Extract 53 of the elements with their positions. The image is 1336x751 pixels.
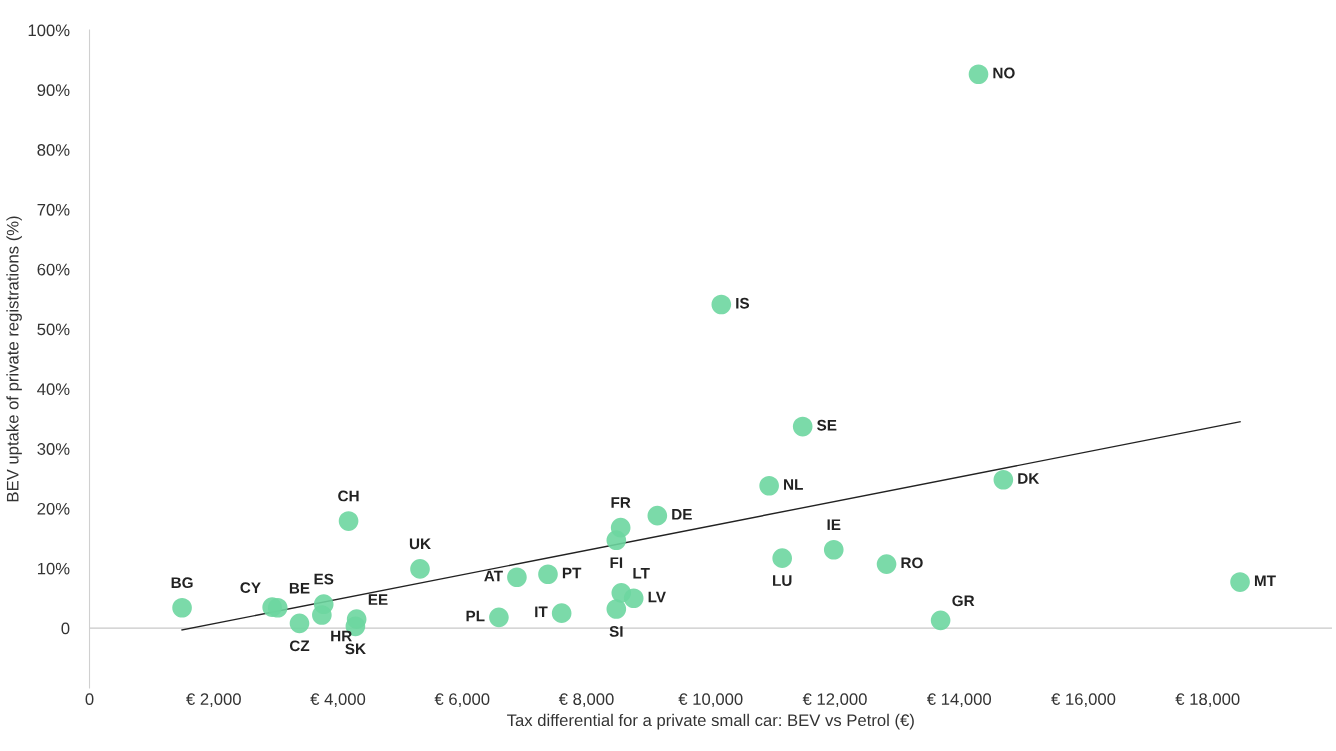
annotation: CY	[240, 582, 261, 594]
annotation: FR	[611, 497, 631, 508]
annotation: FI	[610, 557, 623, 568]
annotation: RO	[901, 557, 923, 569]
annotation: LT	[633, 568, 650, 579]
annotation: IE	[827, 519, 841, 530]
x-tick-label: € 16,000	[1051, 693, 1116, 707]
annotation: NL	[784, 479, 803, 490]
annotation: AT	[484, 570, 503, 582]
y-tick-label: 30%	[37, 443, 70, 455]
y-tick-label: 60%	[37, 263, 70, 276]
annotation: SI	[609, 626, 623, 637]
annotation: HR	[331, 630, 352, 642]
annotation: PL	[466, 610, 485, 622]
y-tick-label: 80%	[37, 144, 70, 156]
annotation: SE	[817, 419, 837, 431]
x-tick-label: € 8,000	[558, 693, 614, 707]
annotation: DK	[1018, 473, 1040, 484]
y-axis-title: BEV uptake of private registrations (%)	[6, 216, 22, 502]
annotation: IT	[535, 606, 548, 618]
y-tick-label: 10%	[37, 562, 70, 575]
x-axis-title: Tax differential for a private small car: BEV vs Petrol (€)	[507, 713, 914, 730]
x-tick-label: € 2,000	[186, 693, 241, 707]
y-tick-label: 50%	[37, 323, 70, 336]
annotation: UK	[409, 538, 431, 550]
x-tick-label: € 10,000	[678, 693, 743, 707]
annotation: NO	[993, 67, 1015, 79]
annotation: CH	[338, 490, 359, 502]
annotation: LU	[773, 575, 792, 587]
x-tick-label: € 6,000	[434, 693, 490, 707]
annotation: EE	[368, 594, 388, 605]
y-tick-label: 40%	[37, 383, 70, 396]
x-tick-label: 0	[85, 693, 94, 706]
y-tick-label: 0	[61, 622, 70, 635]
annotation: BE	[289, 582, 310, 594]
annotation: PT	[562, 567, 582, 579]
x-tick-label: € 12,000	[802, 693, 867, 707]
y-tick-label: 100%	[28, 24, 70, 37]
annotation: SK	[345, 643, 366, 655]
annotation: MT	[1254, 575, 1276, 587]
y-tick-label: 20%	[37, 502, 70, 515]
annotation: IS	[736, 297, 750, 309]
y-tick-label: 70%	[37, 203, 70, 216]
annotation: CZ	[289, 640, 310, 652]
x-tick-label: € 4,000	[310, 693, 366, 707]
y-tick-label: 90%	[37, 84, 70, 97]
annotation: GR	[952, 595, 975, 607]
annotation: LV	[648, 591, 666, 603]
x-tick-label: € 14,000	[926, 693, 992, 707]
annotation: DE	[672, 509, 692, 520]
annotation: ES	[314, 573, 334, 585]
x-tick-label: € 18,000	[1175, 693, 1240, 707]
annotation: BG	[171, 577, 193, 589]
